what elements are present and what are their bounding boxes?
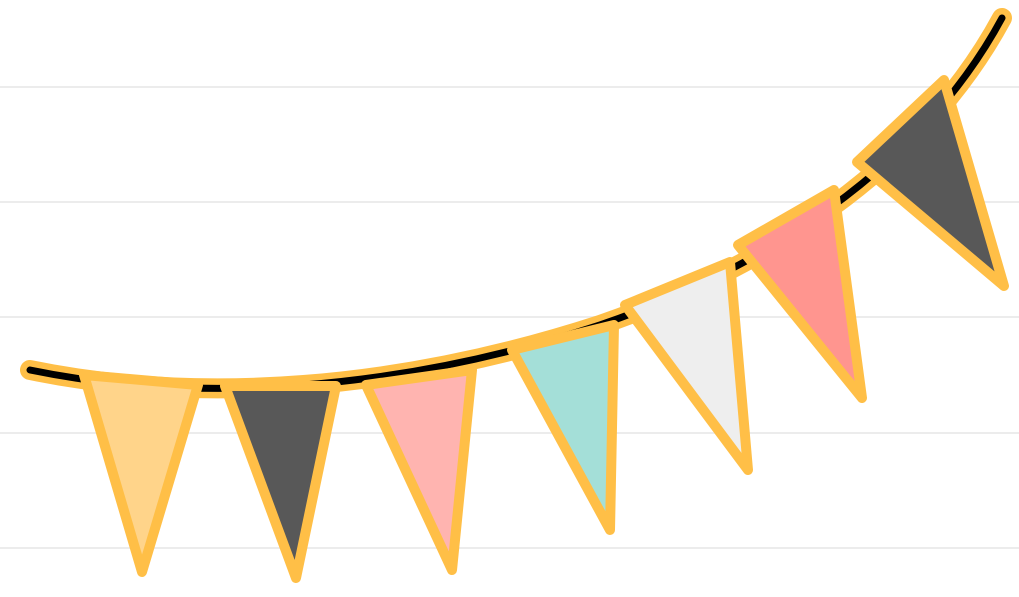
pennant-flags — [79, 75, 1009, 583]
pennant-flag — [79, 370, 203, 577]
pennant-flag — [507, 320, 619, 535]
pennant-flag — [361, 365, 477, 575]
pennant-flag — [852, 75, 1009, 291]
pennant-flag — [620, 257, 753, 475]
pennant-flag — [733, 185, 867, 403]
pennant-flag — [220, 381, 341, 583]
